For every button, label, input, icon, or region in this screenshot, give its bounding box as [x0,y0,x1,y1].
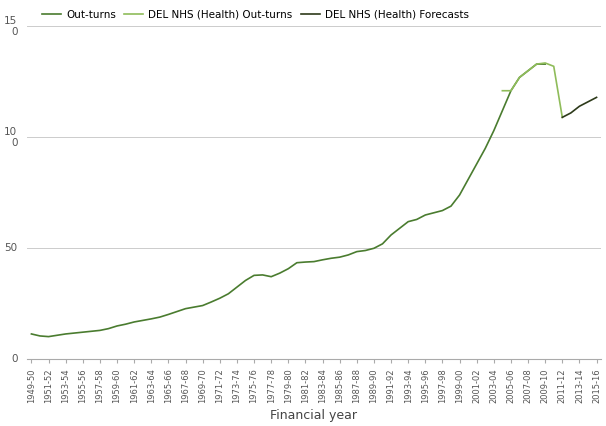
Legend: Out-turns, DEL NHS (Health) Out-turns, DEL NHS (Health) Forecasts: Out-turns, DEL NHS (Health) Out-turns, D… [38,6,473,24]
DEL NHS (Health) Forecasts [584,99,591,104]
DEL NHS (Health) Forecasts [593,95,600,100]
Line: DEL NHS (Health) Forecasts: DEL NHS (Health) Forecasts [562,98,596,117]
DEL NHS (Health) Out-turns [516,75,523,80]
Out-turns [156,314,164,320]
DEL NHS (Health) Forecasts [559,115,566,120]
Out-turns [533,61,541,66]
Out-turns [482,146,489,151]
Out-turns [28,331,35,337]
Line: Out-turns: Out-turns [32,64,545,337]
Line: DEL NHS (Health) Out-turns: DEL NHS (Health) Out-turns [502,63,562,117]
Out-turns [542,61,549,66]
Out-turns [345,252,352,257]
Out-turns [216,296,224,301]
DEL NHS (Health) Out-turns [507,88,514,93]
DEL NHS (Health) Out-turns [499,88,506,93]
DEL NHS (Health) Out-turns [542,60,549,66]
Out-turns [310,259,318,264]
Out-turns [139,318,147,323]
X-axis label: Financial year: Financial year [270,409,358,422]
DEL NHS (Health) Out-turns [524,68,531,73]
DEL NHS (Health) Out-turns [533,61,541,66]
DEL NHS (Health) Forecasts [567,110,574,115]
DEL NHS (Health) Out-turns [550,64,558,69]
Out-turns [45,334,52,339]
DEL NHS (Health) Out-turns [559,115,566,120]
DEL NHS (Health) Forecasts [576,104,583,109]
